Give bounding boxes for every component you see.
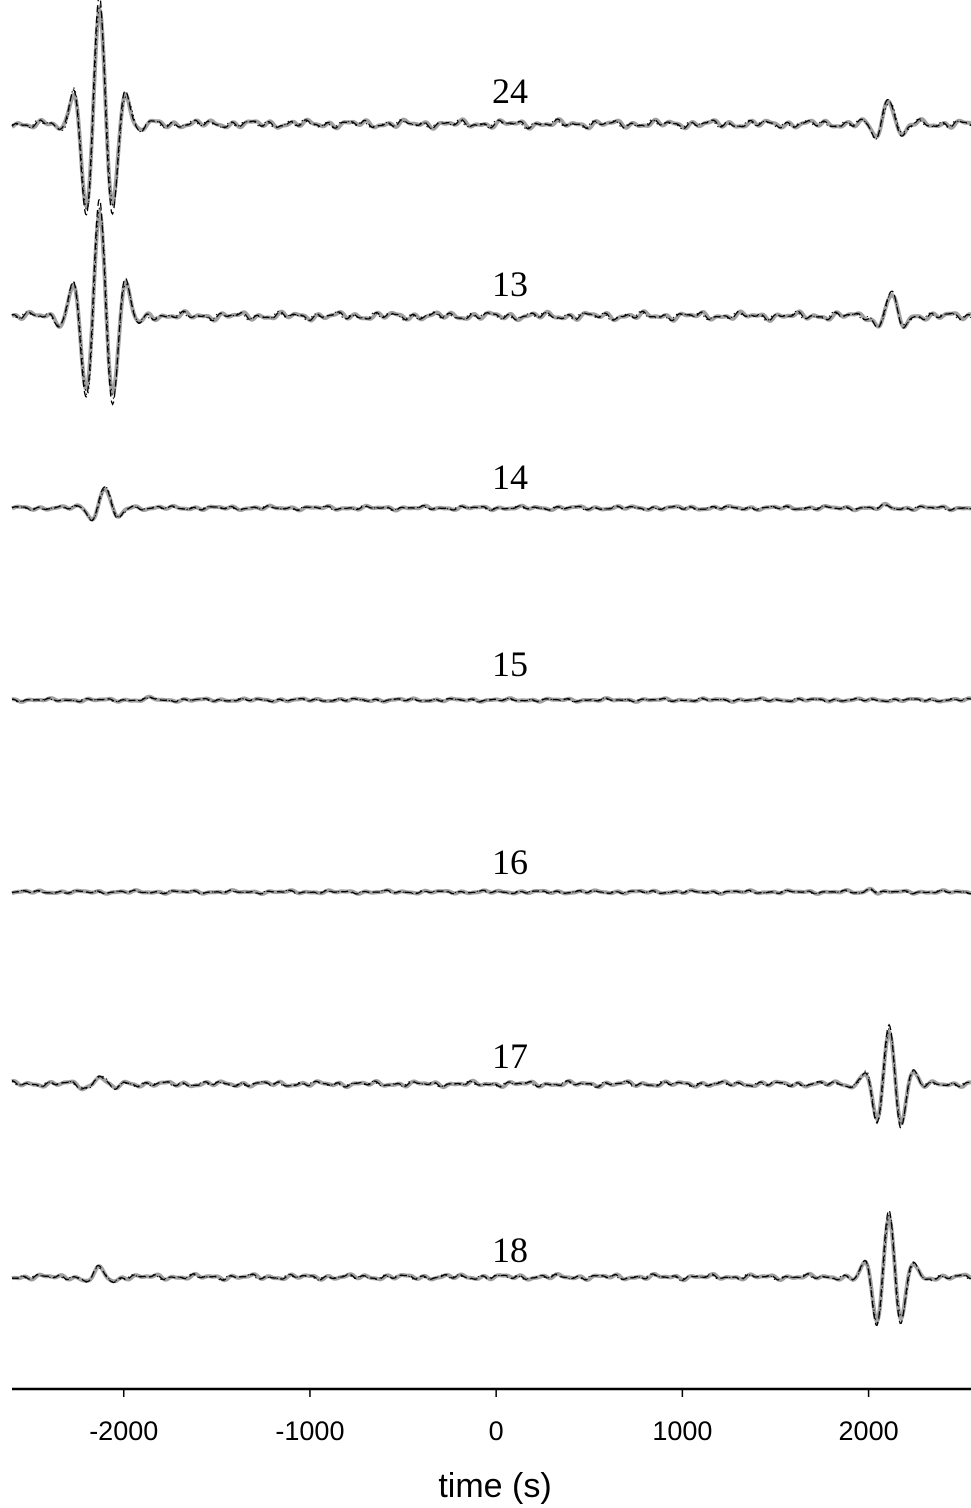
trace-18-synthetic_b (11, 1213, 971, 1324)
trace-15 (11, 694, 971, 704)
x-tick-label: 2000 (839, 1416, 899, 1446)
trace-label-15: 15 (492, 644, 528, 684)
trace-18 (11, 1208, 971, 1327)
trace-13 (10, 197, 971, 406)
trace-14-synthetic_a (11, 486, 971, 522)
x-tick-label: 1000 (652, 1416, 712, 1446)
x-axis-ticks: -2000 -1000 0 1000 2000 (89, 1389, 899, 1446)
trace-label-17: 17 (492, 1036, 528, 1076)
trace-24 (11, 0, 971, 216)
trace-16 (11, 886, 971, 896)
x-tick-label: 0 (489, 1416, 504, 1446)
trace-15-synthetic_b (11, 697, 971, 703)
trace-label-13: 13 (492, 264, 528, 304)
x-axis: -2000 -1000 0 1000 2000 time (s) (12, 1387, 971, 1505)
trace-label-14: 14 (492, 457, 528, 497)
x-tick-label: -1000 (275, 1416, 344, 1446)
trace-label-16: 16 (492, 842, 528, 882)
trace-24-synthetic_b (11, 4, 971, 212)
trace-17 (11, 1023, 971, 1130)
trace-16-synthetic_a (11, 887, 971, 895)
trace-14 (11, 486, 971, 522)
trace-label-24: 24 (492, 71, 528, 111)
traces-layer (10, 0, 971, 1327)
trace-label-18: 18 (492, 1230, 528, 1270)
trace-16-synthetic_b (11, 888, 971, 895)
x-tick-label: -2000 (89, 1416, 158, 1446)
trace-labels: 24 13 14 15 16 17 18 (492, 71, 528, 1270)
x-axis-title: time (s) (438, 1467, 551, 1505)
trace-17-synthetic_a (11, 1023, 971, 1130)
trace-13-synthetic_a (11, 197, 971, 406)
trace-18-synthetic_a (11, 1208, 971, 1327)
